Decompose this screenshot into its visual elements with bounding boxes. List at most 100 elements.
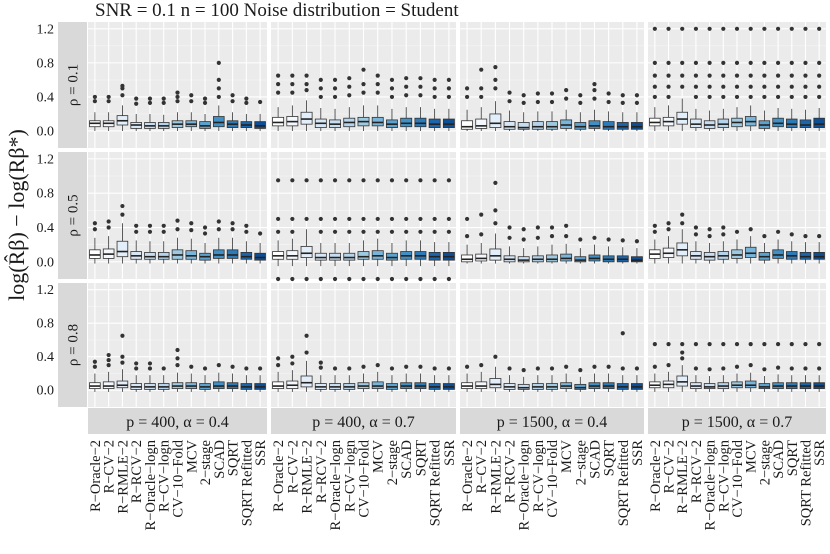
box-body	[461, 254, 473, 263]
outlier-point	[418, 276, 423, 282]
outlier-point	[389, 94, 395, 100]
box-body	[254, 252, 266, 261]
outlier-point	[549, 91, 555, 96]
box-body	[371, 250, 384, 260]
outlier-point	[161, 96, 166, 101]
outlier-point	[803, 73, 808, 78]
x-tick-label: SQRT Refitted	[616, 439, 632, 526]
outlier-point	[817, 366, 822, 371]
box-body	[676, 111, 688, 125]
outlier-point	[666, 227, 671, 232]
outlier-point	[375, 82, 380, 87]
outlier-point	[789, 60, 794, 65]
outlier-point	[106, 363, 111, 368]
x-tick-label: R−RMLE−2	[675, 440, 691, 514]
y-tick-label: 0.4	[37, 90, 55, 105]
outlier-point	[666, 94, 671, 100]
outlier-point	[276, 276, 281, 282]
column-strip-label: p = 1500, α = 0.4	[497, 414, 607, 431]
outlier-point	[549, 233, 555, 239]
outlier-point	[748, 94, 753, 100]
outlier-point	[318, 276, 323, 282]
x-tick-label: CV−10−Fold	[171, 439, 187, 517]
outlier-point	[202, 225, 208, 230]
outlier-point	[189, 227, 194, 233]
x-tick-label: SCAD	[212, 440, 228, 479]
outlier-point	[748, 60, 753, 65]
y-tick-label: 0.8	[37, 317, 55, 332]
outlier-point	[564, 88, 569, 93]
box-body	[226, 249, 239, 259]
box-body	[428, 118, 441, 128]
outlier-point	[175, 94, 180, 100]
column-strip	[460, 408, 644, 434]
outlier-point	[606, 99, 611, 105]
y-tick-label: 0.8	[37, 187, 55, 202]
outlier-point	[564, 364, 569, 369]
outlier-point	[304, 350, 309, 355]
outlier-point	[707, 73, 712, 78]
outlier-point	[721, 342, 726, 347]
outlier-point	[161, 366, 166, 371]
outlier-point	[161, 223, 166, 228]
outlier-point	[493, 180, 498, 185]
outlier-point	[817, 233, 822, 239]
box-body	[799, 119, 812, 128]
outlier-point	[578, 237, 583, 242]
outlier-point	[789, 73, 794, 78]
outlier-point	[318, 94, 323, 100]
outlier-point	[680, 26, 685, 31]
box-body	[414, 117, 427, 128]
outlier-point	[666, 342, 671, 347]
box-body	[144, 251, 156, 260]
x-tick-label: R−Oracle−logn	[517, 439, 533, 530]
outlier-point	[389, 86, 395, 91]
outlier-point	[464, 364, 470, 369]
outlier-point	[693, 73, 699, 78]
outlier-point	[479, 67, 484, 72]
outlier-point	[789, 232, 794, 237]
outlier-point	[693, 26, 699, 31]
outlier-point	[361, 178, 366, 183]
outlier-point	[721, 225, 726, 230]
outlier-point	[432, 229, 437, 234]
outlier-point	[652, 229, 657, 234]
outlier-point	[389, 216, 395, 222]
x-tick-label: 2−stage	[573, 440, 589, 485]
outlier-point	[592, 82, 597, 87]
outlier-point	[230, 221, 235, 226]
outlier-point	[707, 60, 712, 65]
outlier-point	[762, 26, 767, 31]
box-body	[744, 246, 757, 258]
outlier-point	[432, 276, 437, 282]
box-body	[240, 251, 253, 260]
outlier-point	[389, 276, 395, 282]
x-tick-label: R−CV−logn	[342, 439, 358, 512]
outlier-point	[404, 229, 409, 234]
outlier-point	[347, 276, 352, 282]
outlier-point	[230, 99, 235, 104]
box-body	[343, 252, 356, 261]
outlier-point	[244, 229, 249, 234]
outlier-point	[318, 229, 323, 234]
outlier-point	[748, 26, 753, 31]
outlier-point	[620, 331, 625, 336]
outlier-point	[775, 84, 781, 89]
outlier-point	[318, 178, 323, 183]
outlier-point	[290, 216, 295, 222]
outlier-point	[332, 216, 338, 222]
box-body	[371, 116, 384, 127]
row-strip	[58, 22, 87, 148]
box-body	[588, 120, 601, 129]
outlier-point	[92, 99, 97, 104]
x-tick-label: R−CV−2	[474, 440, 490, 493]
outlier-point	[803, 366, 808, 371]
box-body	[616, 122, 629, 130]
outlier-point	[707, 342, 712, 347]
box-body	[744, 380, 757, 389]
outlier-point	[304, 216, 309, 222]
outlier-point	[592, 235, 597, 240]
outlier-point	[175, 356, 180, 361]
outlier-point	[606, 237, 611, 242]
